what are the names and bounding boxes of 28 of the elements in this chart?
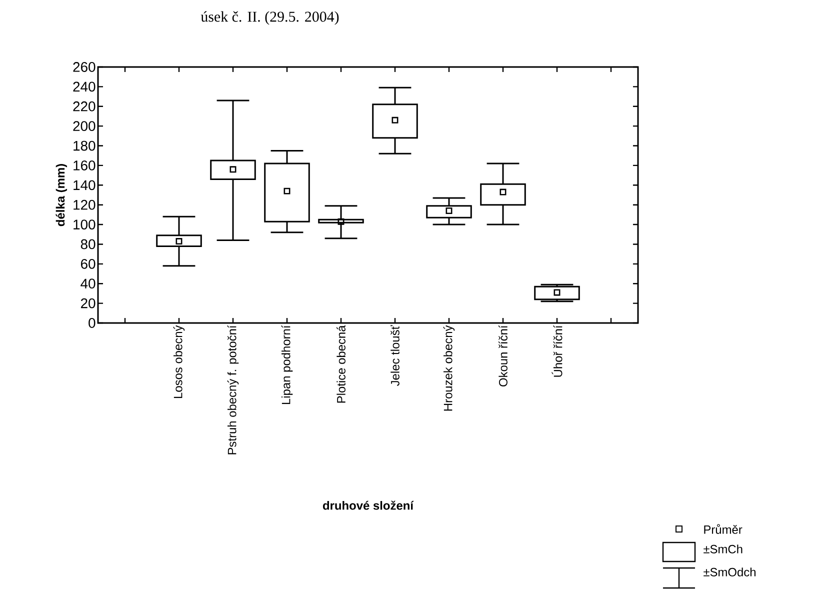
- x-tick-label: Jelec tloušť: [390, 325, 400, 386]
- x-tick-label: Pstruh obecný f. potoční: [227, 325, 239, 454]
- text: ±SmCh: [704, 544, 742, 554]
- x-tick-label: Okoun říční: [498, 325, 508, 386]
- y-tick-label: 100: [74, 220, 96, 230]
- x-tick-label: Losos obecný: [173, 325, 185, 398]
- y-tick-label: 120: [74, 200, 96, 210]
- y-tick-label: 40: [80, 278, 96, 289]
- y-tick-label: 60: [80, 258, 96, 269]
- y-tick-label: 220: [73, 101, 96, 112]
- y-tick-label: 200: [73, 121, 96, 132]
- y-axis-title: délka (mm): [56, 164, 68, 226]
- chart-title: úsek č. II. (29.5. 2004): [200, 11, 339, 25]
- y-tick-label: 20: [80, 298, 96, 308]
- x-tick-label: Lipan podhorní: [281, 325, 293, 404]
- y-tick-label: 260: [73, 62, 96, 72]
- x-tick-label: Plotice obecná: [336, 325, 346, 403]
- y-tick-label: 180: [74, 140, 96, 151]
- y-tick-label: 0: [88, 318, 96, 328]
- x-tick-label: Úhoř říční: [552, 325, 562, 377]
- x-axis-title: druhové složení: [322, 500, 414, 510]
- y-tick-label: 240: [73, 82, 96, 92]
- text: ±SmOdch: [704, 568, 756, 576]
- y-tick-label: 140: [74, 180, 96, 190]
- text: Průměr: [704, 524, 742, 534]
- y-tick-label: 80: [80, 239, 96, 250]
- x-tick-label: Hrouzek obecný: [443, 325, 455, 411]
- y-tick-label: 160: [74, 160, 96, 170]
